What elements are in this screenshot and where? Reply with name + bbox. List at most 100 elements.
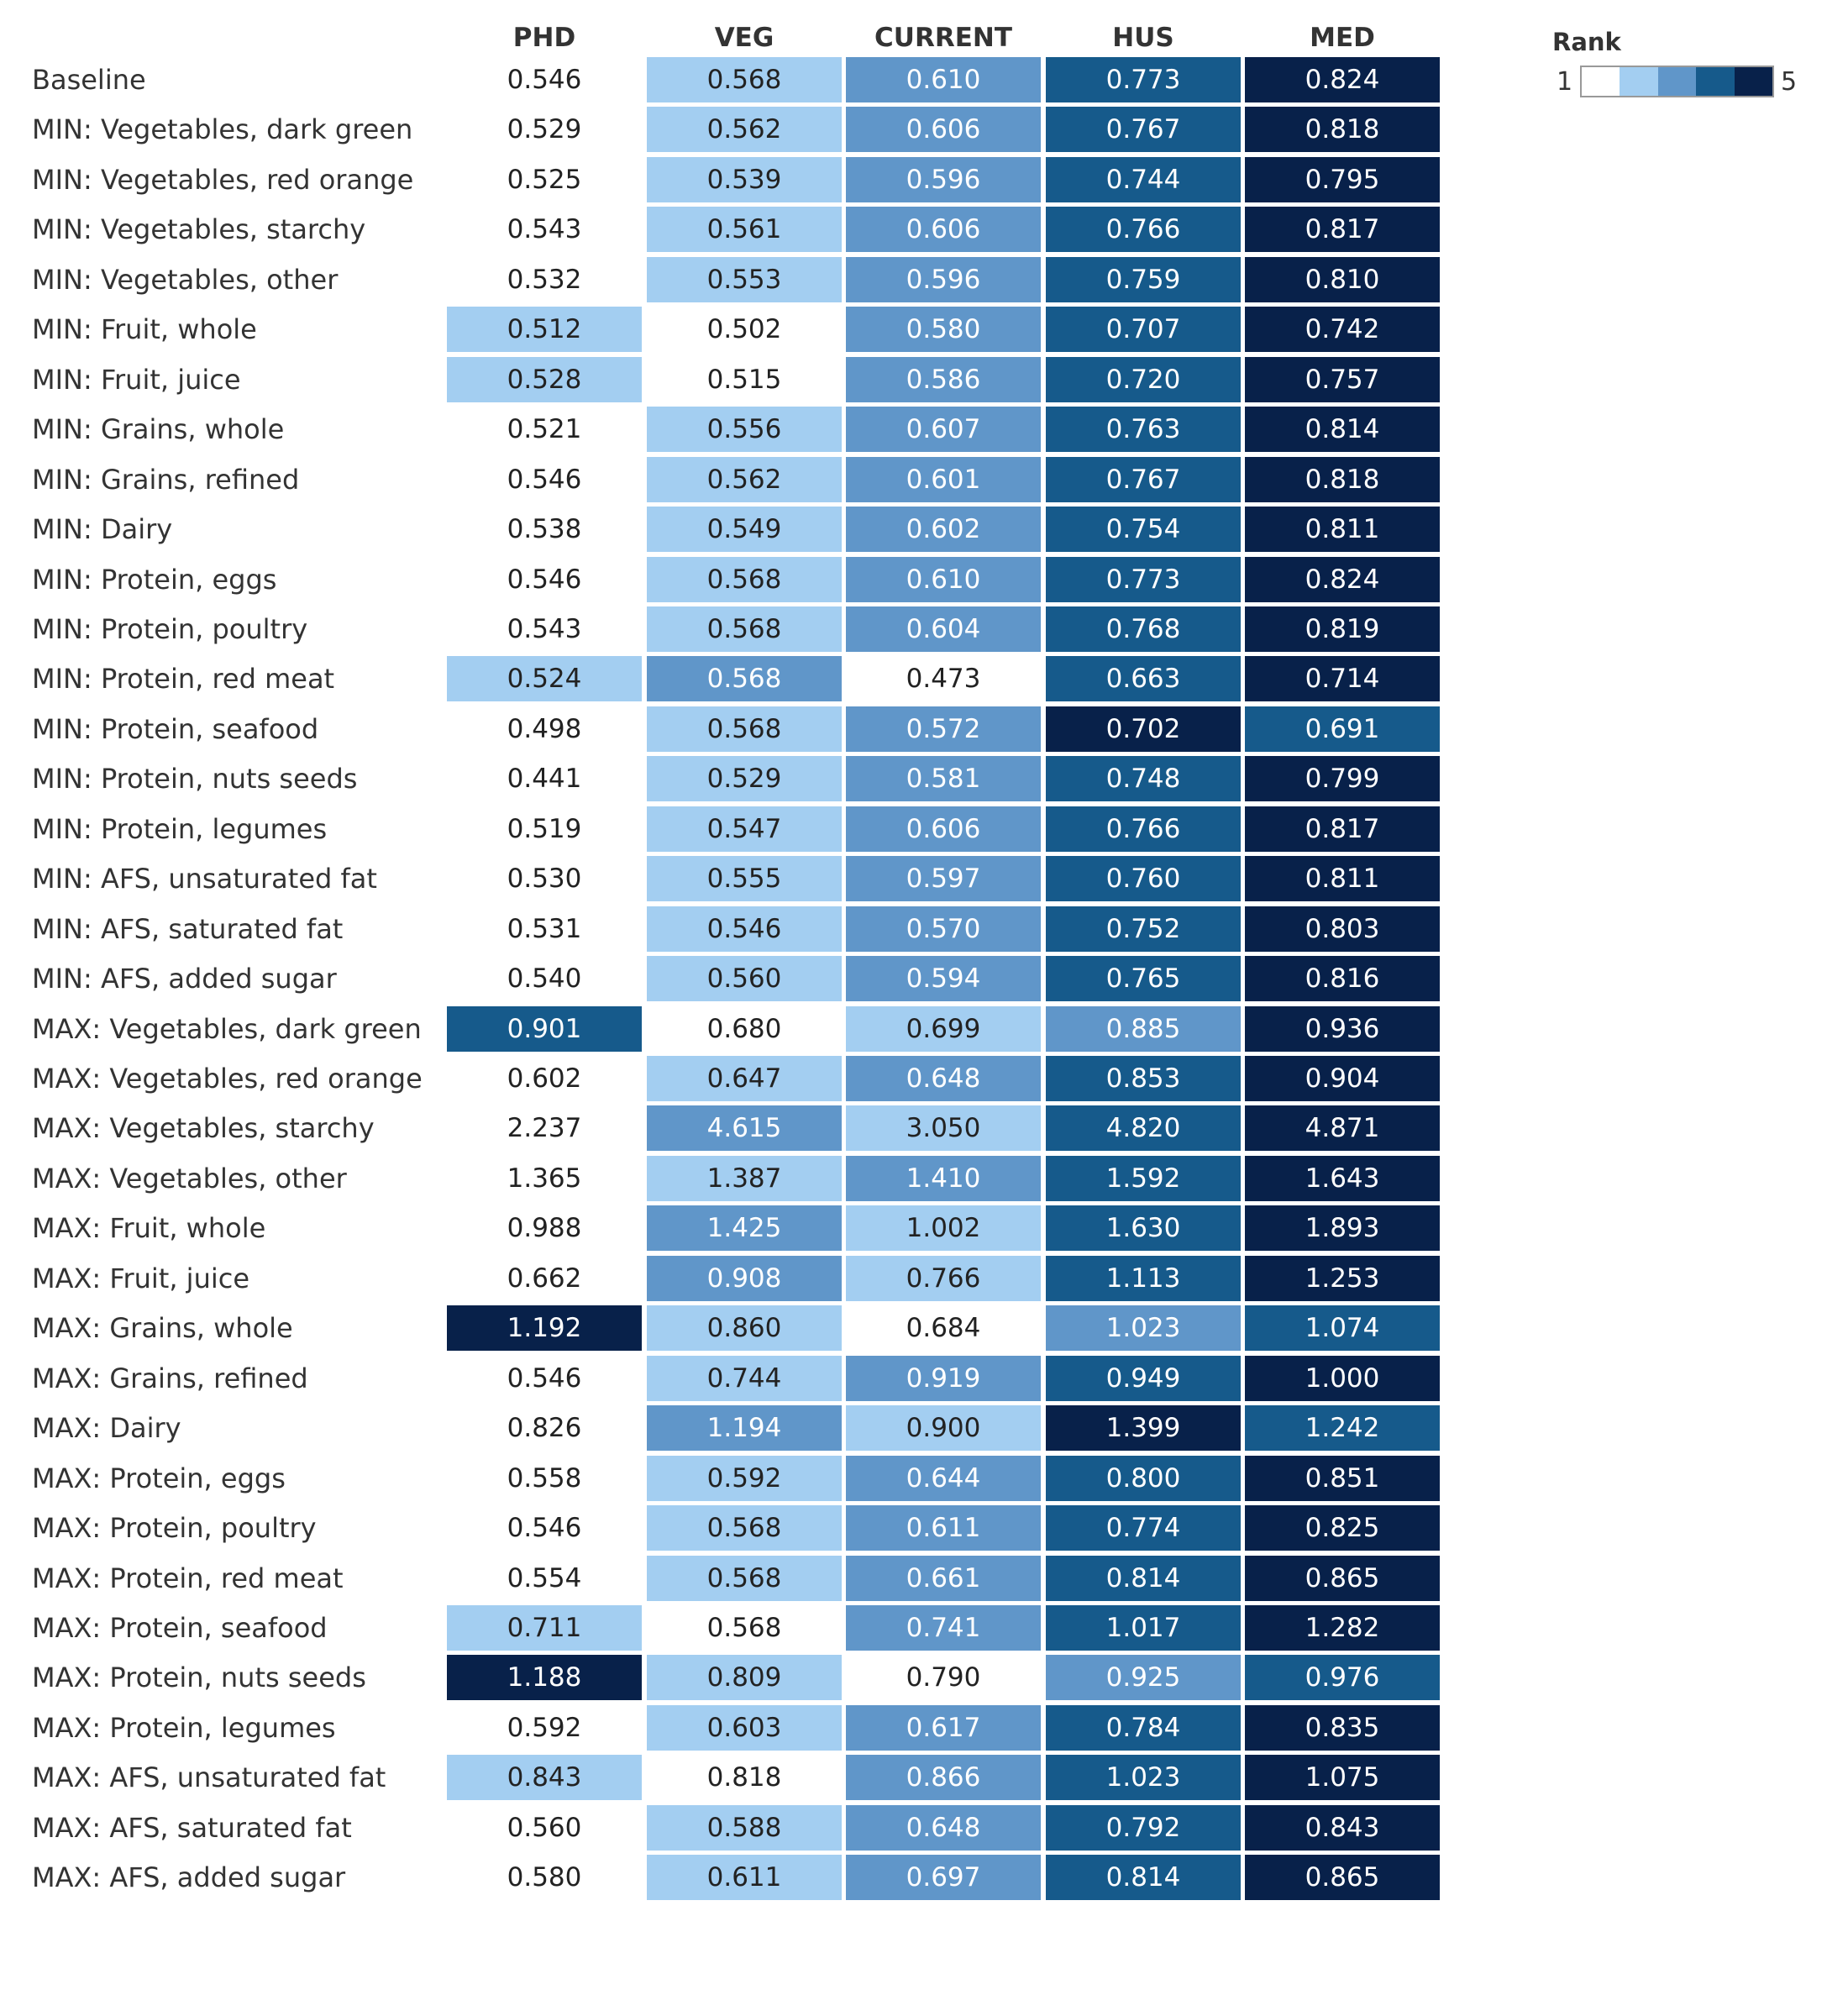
heatmap-cell-phd: 0.512 bbox=[447, 307, 642, 352]
heatmap-cell-med: 1.253 bbox=[1245, 1256, 1440, 1301]
row-label: MAX: Protein, legumes bbox=[32, 1712, 336, 1744]
heatmap-cell-current: 0.610 bbox=[846, 57, 1041, 102]
heatmap-cell-med: 0.757 bbox=[1245, 357, 1440, 402]
heatmap-cell-hus: 0.773 bbox=[1046, 57, 1241, 102]
column-header-med: MED bbox=[1310, 23, 1375, 53]
heatmap-cell-hus: 1.017 bbox=[1046, 1605, 1241, 1651]
heatmap-cell-veg: 0.568 bbox=[647, 1556, 842, 1601]
row-label: MAX: Dairy bbox=[32, 1412, 181, 1444]
legend-swatch-rank-1 bbox=[1582, 67, 1620, 96]
heatmap-cell-hus: 0.774 bbox=[1046, 1505, 1241, 1551]
heatmap-cell-veg: 0.568 bbox=[647, 1605, 842, 1651]
heatmap-cell-phd: 0.525 bbox=[447, 157, 642, 202]
row-label: MAX: Vegetables, other bbox=[32, 1163, 347, 1194]
row-label: MIN: Protein, poultry bbox=[32, 613, 308, 645]
heatmap-cell-hus: 0.792 bbox=[1046, 1805, 1241, 1851]
row-label: MIN: AFS, unsaturated fat bbox=[32, 863, 377, 895]
row-label: MAX: Protein, poultry bbox=[32, 1512, 317, 1544]
heatmap-cell-hus: 0.768 bbox=[1046, 606, 1241, 652]
heatmap-cell-med: 0.936 bbox=[1245, 1006, 1440, 1052]
heatmap-cell-med: 1.893 bbox=[1245, 1205, 1440, 1251]
row-label: MAX: Grains, whole bbox=[32, 1312, 293, 1344]
heatmap-cell-phd: 0.546 bbox=[447, 1356, 642, 1401]
heatmap-cell-hus: 0.767 bbox=[1046, 457, 1241, 502]
row-label: MIN: Fruit, juice bbox=[32, 364, 241, 396]
heatmap-cell-med: 1.074 bbox=[1245, 1305, 1440, 1351]
row-label: MIN: Grains, whole bbox=[32, 413, 285, 445]
row-label: MAX: AFS, added sugar bbox=[32, 1861, 346, 1893]
heatmap-cell-hus: 0.766 bbox=[1046, 207, 1241, 252]
heatmap-cell-current: 0.617 bbox=[846, 1705, 1041, 1751]
heatmap-cell-current: 1.002 bbox=[846, 1205, 1041, 1251]
heatmap-cell-phd: 0.901 bbox=[447, 1006, 642, 1052]
heatmap-cell-veg: 0.568 bbox=[647, 656, 842, 701]
heatmap-cell-hus: 0.702 bbox=[1046, 706, 1241, 752]
heatmap-cell-current: 0.586 bbox=[846, 357, 1041, 402]
heatmap-cell-current: 0.596 bbox=[846, 157, 1041, 202]
heatmap-cell-hus: 0.800 bbox=[1046, 1456, 1241, 1501]
heatmap-cell-phd: 0.521 bbox=[447, 407, 642, 452]
heatmap-cell-phd: 0.543 bbox=[447, 606, 642, 652]
heatmap-cell-current: 0.607 bbox=[846, 407, 1041, 452]
heatmap-cell-hus: 1.023 bbox=[1046, 1305, 1241, 1351]
heatmap-cell-veg: 0.549 bbox=[647, 507, 842, 552]
heatmap-cell-current: 3.050 bbox=[846, 1105, 1041, 1151]
heatmap-cell-current: 0.473 bbox=[846, 656, 1041, 701]
heatmap-cell-med: 0.810 bbox=[1245, 257, 1440, 302]
heatmap-cell-veg: 0.555 bbox=[647, 856, 842, 901]
heatmap-cell-med: 0.865 bbox=[1245, 1855, 1440, 1900]
row-label: MIN: AFS, saturated fat bbox=[32, 913, 344, 945]
heatmap-cell-phd: 0.546 bbox=[447, 1505, 642, 1551]
heatmap-cell-current: 0.699 bbox=[846, 1006, 1041, 1052]
heatmap-cell-current: 0.766 bbox=[846, 1256, 1041, 1301]
heatmap-cell-veg: 0.592 bbox=[647, 1456, 842, 1501]
heatmap-cell-current: 0.697 bbox=[846, 1855, 1041, 1900]
heatmap-cell-veg: 0.568 bbox=[647, 57, 842, 102]
heatmap-cell-phd: 0.711 bbox=[447, 1605, 642, 1651]
heatmap-cell-veg: 0.908 bbox=[647, 1256, 842, 1301]
heatmap-cell-veg: 0.502 bbox=[647, 307, 842, 352]
heatmap-cell-current: 0.900 bbox=[846, 1405, 1041, 1451]
row-label: MAX: Fruit, whole bbox=[32, 1212, 266, 1244]
row-label: MAX: Protein, nuts seeds bbox=[32, 1662, 366, 1693]
heatmap-cell-med: 0.865 bbox=[1245, 1556, 1440, 1601]
heatmap-cell-med: 0.843 bbox=[1245, 1805, 1440, 1851]
heatmap-cell-phd: 0.538 bbox=[447, 507, 642, 552]
heatmap-cell-veg: 0.568 bbox=[647, 606, 842, 652]
row-label: MIN: Grains, refined bbox=[32, 464, 300, 496]
row-label: Baseline bbox=[32, 64, 146, 96]
heatmap-cell-phd: 1.365 bbox=[447, 1156, 642, 1201]
heatmap-cell-phd: 0.560 bbox=[447, 1805, 642, 1851]
row-label: MIN: Protein, eggs bbox=[32, 564, 277, 596]
row-label: MIN: Dairy bbox=[32, 513, 173, 545]
heatmap-cell-veg: 0.809 bbox=[647, 1655, 842, 1700]
heatmap-cell-current: 0.596 bbox=[846, 257, 1041, 302]
heatmap-cell-veg: 0.539 bbox=[647, 157, 842, 202]
heatmap-cell-current: 0.580 bbox=[846, 307, 1041, 352]
heatmap-cell-med: 0.818 bbox=[1245, 457, 1440, 502]
legend-swatch-rank-4 bbox=[1696, 67, 1735, 96]
heatmap-cell-current: 0.601 bbox=[846, 457, 1041, 502]
heatmap-cell-veg: 1.387 bbox=[647, 1156, 842, 1201]
heatmap-cell-hus: 0.748 bbox=[1046, 756, 1241, 801]
heatmap-cell-med: 0.818 bbox=[1245, 107, 1440, 152]
heatmap-cell-current: 0.661 bbox=[846, 1556, 1041, 1601]
heatmap-cell-current: 0.611 bbox=[846, 1505, 1041, 1551]
heatmap-cell-veg: 0.562 bbox=[647, 457, 842, 502]
heatmap-cell-current: 0.919 bbox=[846, 1356, 1041, 1401]
row-label: MIN: Vegetables, dark green bbox=[32, 113, 413, 145]
legend-max-label: 5 bbox=[1781, 67, 1798, 97]
heatmap-cell-phd: 0.441 bbox=[447, 756, 642, 801]
heatmap-cell-hus: 1.399 bbox=[1046, 1405, 1241, 1451]
heatmap-cell-veg: 0.818 bbox=[647, 1755, 842, 1800]
heatmap-cell-med: 0.824 bbox=[1245, 57, 1440, 102]
heatmap-cell-phd: 0.519 bbox=[447, 806, 642, 852]
heatmap-cell-med: 0.817 bbox=[1245, 806, 1440, 852]
heatmap-cell-current: 0.604 bbox=[846, 606, 1041, 652]
heatmap-cell-med: 0.799 bbox=[1245, 756, 1440, 801]
heatmap-cell-hus: 0.773 bbox=[1046, 557, 1241, 602]
heatmap-cell-hus: 0.767 bbox=[1046, 107, 1241, 152]
heatmap-cell-med: 1.242 bbox=[1245, 1405, 1440, 1451]
heatmap-cell-veg: 0.529 bbox=[647, 756, 842, 801]
heatmap-cell-current: 0.597 bbox=[846, 856, 1041, 901]
